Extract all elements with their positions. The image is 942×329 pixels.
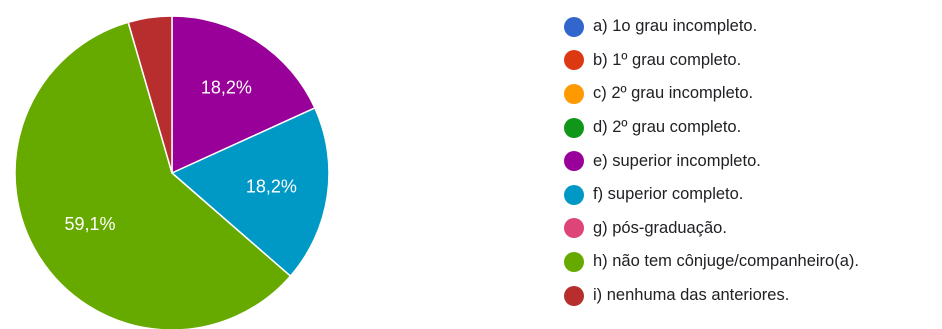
legend-label-7: g) pós-graduação. (593, 218, 727, 237)
legend-swatch-5 (564, 151, 584, 172)
legend-label-3: c) 2º grau incompleto. (593, 84, 754, 103)
legend-label-5: e) superior incompleto. (593, 151, 761, 170)
legend-item-3: c) 2º grau incompleto. (564, 77, 859, 111)
legend-label-4: d) 2º grau completo. (593, 118, 742, 137)
legend-label-1: a) 1o grau incompleto. (593, 17, 758, 36)
legend-swatch-1 (564, 16, 584, 37)
legend-label-8: h) não tem cônjuge/companheiro(a). (593, 252, 859, 271)
slice-label-5: 18,2% (201, 77, 252, 97)
legend-label-2: b) 1º grau completo. (593, 50, 742, 69)
legend: a) 1o grau incompleto. b) 1º grau complet… (564, 10, 859, 312)
pie-slice-6 (170, 106, 330, 278)
pie-plot: 18,2% 18,2% 59,1% (14, 15, 330, 329)
slice-label-6: 18,2% (246, 176, 297, 196)
legend-label-6: f) superior completo. (593, 185, 744, 204)
legend-swatch-6 (564, 184, 584, 205)
legend-item-4: d) 2º grau completo. (564, 111, 859, 145)
pie-data-labels: 18,2% 18,2% 59,1% (64, 77, 296, 234)
legend-label-9: i) nenhuma das anteriores. (593, 286, 790, 305)
slice-label-8: 59,1% (64, 214, 115, 234)
legend-swatch-7 (564, 218, 584, 239)
pie-slices (14, 15, 330, 329)
legend-item-2: b) 1º grau completo. (564, 44, 859, 78)
legend-item-1: a) 1o grau incompleto. (564, 10, 859, 44)
legend-swatch-9 (564, 285, 584, 306)
legend-swatch-8 (564, 251, 584, 272)
legend-swatch-2 (564, 50, 584, 71)
pie-slice-8 (14, 21, 292, 329)
pie-slice-9 (127, 15, 173, 174)
legend-item-6: f) superior completo. (564, 178, 859, 212)
legend-swatch-3 (564, 83, 584, 104)
legend-item-5: e) superior incompleto. (564, 144, 859, 178)
legend-swatch-4 (564, 117, 584, 138)
pie-slice-5 (171, 15, 316, 175)
legend-item-9: i) nenhuma das anteriores. (564, 279, 859, 313)
legend-item-7: g) pós-graduação. (564, 212, 859, 246)
legend-item-8: h) não tem cônjuge/companheiro(a). (564, 245, 859, 279)
